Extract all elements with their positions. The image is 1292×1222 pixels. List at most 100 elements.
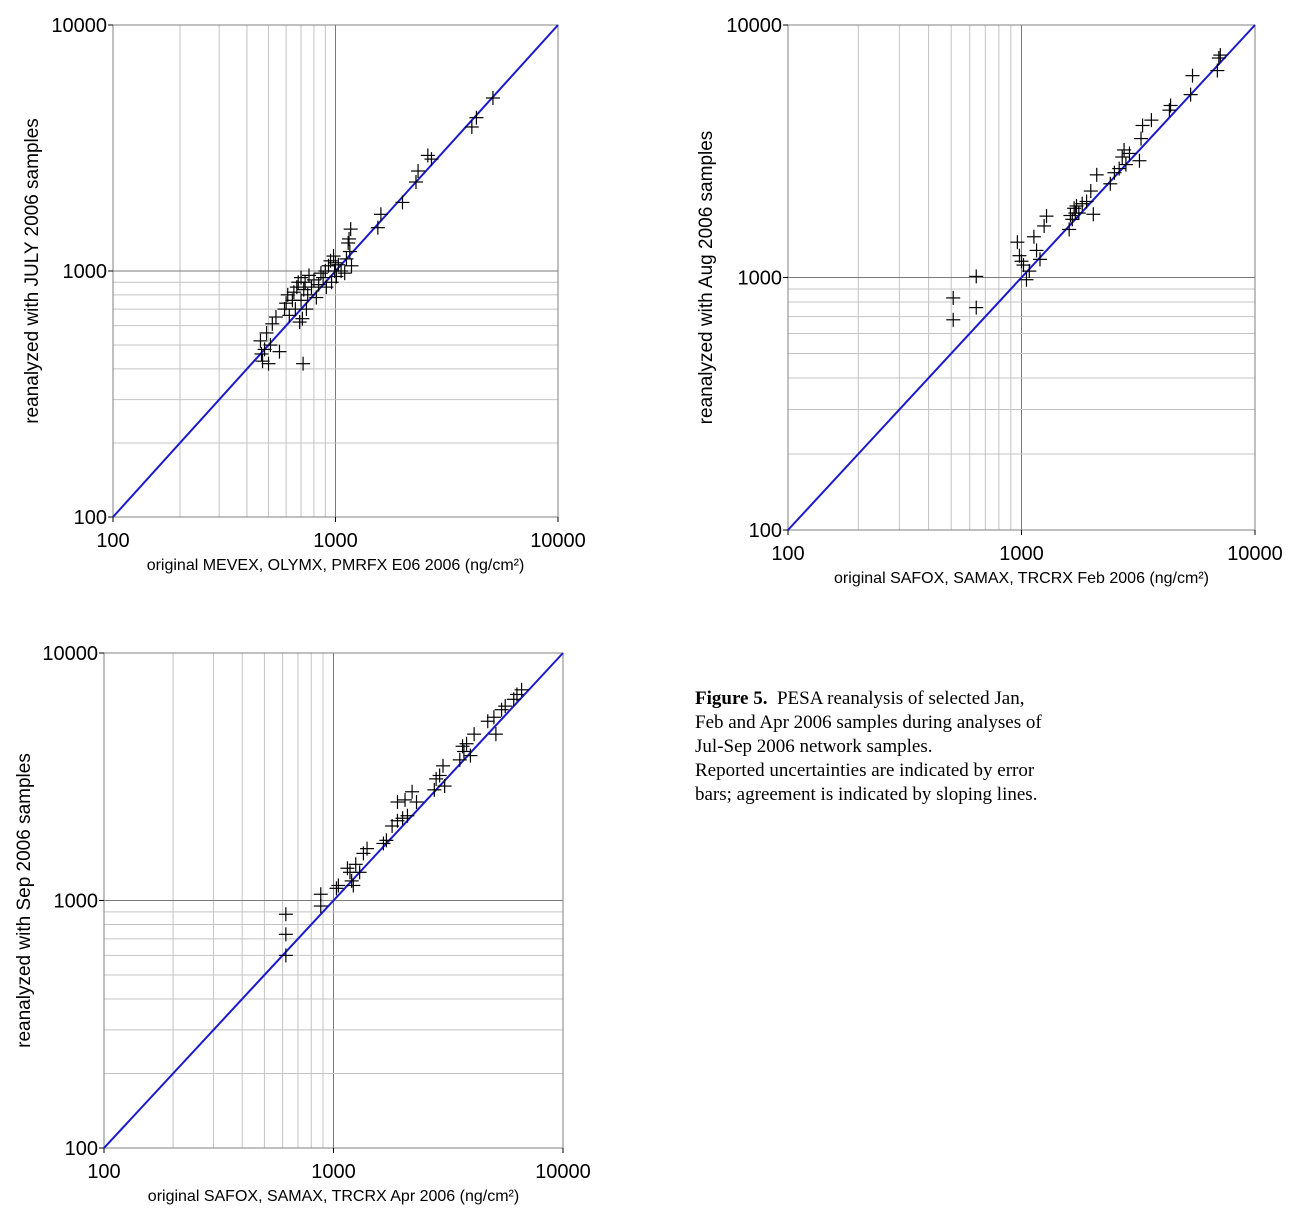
data-point xyxy=(498,699,513,714)
data-point xyxy=(424,152,439,167)
data-point xyxy=(255,354,270,369)
caption-label: Figure 5. xyxy=(695,688,768,709)
data-point xyxy=(340,861,355,876)
data-point xyxy=(408,175,423,190)
data-point xyxy=(1103,176,1118,191)
data-point xyxy=(294,293,309,308)
data-point xyxy=(1065,212,1080,227)
data-point xyxy=(1026,229,1041,244)
data-point xyxy=(360,841,375,856)
data-point xyxy=(420,148,435,163)
data-point xyxy=(1010,235,1025,250)
data-point xyxy=(311,277,326,292)
x-tick-label: 100 xyxy=(771,543,804,565)
data-point xyxy=(304,280,319,295)
data-point xyxy=(1144,113,1159,128)
data-point xyxy=(1039,209,1054,224)
data-point xyxy=(1012,248,1027,263)
data-point xyxy=(452,752,467,767)
data-point xyxy=(1083,184,1098,199)
y-tick-label: 1000 xyxy=(54,891,99,913)
data-point xyxy=(337,266,352,281)
data-point xyxy=(1019,272,1034,287)
data-point xyxy=(376,836,391,851)
data-point xyxy=(1117,142,1132,157)
data-point xyxy=(253,333,268,348)
data-point xyxy=(409,795,424,810)
data-point xyxy=(1132,153,1147,168)
chart-july: 100 1000 10000 100 1000 10000 original MEVEX, … xyxy=(22,15,586,574)
data-point xyxy=(334,264,349,278)
data-point xyxy=(1134,131,1149,146)
data-point xyxy=(313,899,328,914)
data-point xyxy=(1185,68,1200,83)
data-point xyxy=(1135,118,1150,133)
data-point xyxy=(296,356,311,371)
data-point xyxy=(261,356,276,371)
data-point xyxy=(1014,254,1029,269)
data-point xyxy=(467,727,482,742)
data-point xyxy=(263,338,278,353)
data-point xyxy=(405,784,420,799)
data-point xyxy=(265,316,280,331)
data-point xyxy=(1211,51,1226,66)
data-point xyxy=(435,758,450,773)
data-point xyxy=(278,927,293,942)
caption-line-2: Feb and Apr 2006 samples during analyses… xyxy=(695,712,1042,733)
data-point xyxy=(946,290,961,305)
data-point xyxy=(437,779,452,794)
data-point xyxy=(432,768,447,783)
data-point xyxy=(1022,264,1037,279)
y-tick-label: 10000 xyxy=(51,15,107,37)
data-point xyxy=(494,702,509,717)
data-point xyxy=(480,714,495,729)
data-point xyxy=(429,771,444,786)
x-tick-label: 10000 xyxy=(530,530,586,552)
y-tick-label: 1000 xyxy=(738,268,783,290)
x-tick-label: 1000 xyxy=(999,543,1044,565)
data-point xyxy=(326,249,341,264)
data-point xyxy=(1062,222,1077,237)
x-tick-label: 10000 xyxy=(1227,543,1283,565)
data-point xyxy=(279,296,294,311)
data-point xyxy=(946,312,961,327)
data-point xyxy=(344,258,359,273)
data-point xyxy=(1213,48,1228,63)
data-point xyxy=(313,887,328,902)
data-point xyxy=(316,270,331,285)
x-tick-label: 1000 xyxy=(311,1161,356,1183)
data-point xyxy=(485,90,500,105)
data-point xyxy=(1069,198,1084,213)
data-point xyxy=(390,795,405,810)
data-point xyxy=(278,907,293,922)
data-point xyxy=(1089,167,1104,182)
data-point xyxy=(343,222,358,237)
y-tick-label: 100 xyxy=(65,1138,98,1160)
data-point xyxy=(1210,63,1225,78)
data-point xyxy=(1086,207,1101,222)
data-point xyxy=(1122,146,1137,161)
data-point xyxy=(514,682,529,697)
y-axis-label: reanalyzed with Sep 2006 samples xyxy=(14,753,35,1048)
y-tick-label: 10000 xyxy=(726,15,782,37)
data-point xyxy=(400,808,415,823)
x-tick-label: 1000 xyxy=(313,530,358,552)
data-point xyxy=(329,881,344,896)
data-point xyxy=(463,748,478,763)
data-point xyxy=(379,833,394,848)
x-axis-label: original MEVEX, OLYMX, PMRFX E06 2006 (n… xyxy=(147,557,525,574)
x-tick-label: 10000 xyxy=(535,1161,591,1183)
data-point xyxy=(341,235,356,250)
data-point xyxy=(1071,206,1086,221)
data-point xyxy=(1032,252,1047,267)
y-axis-label: reanalyzed with JULY 2006 samples xyxy=(22,118,43,424)
x-tick-label: 100 xyxy=(87,1161,120,1183)
data-point xyxy=(1029,243,1044,258)
data-point xyxy=(328,255,343,270)
data-point xyxy=(1112,161,1127,176)
data-point xyxy=(469,110,484,125)
data-point xyxy=(395,195,410,210)
data-point xyxy=(1118,157,1133,172)
data-point xyxy=(342,244,357,259)
